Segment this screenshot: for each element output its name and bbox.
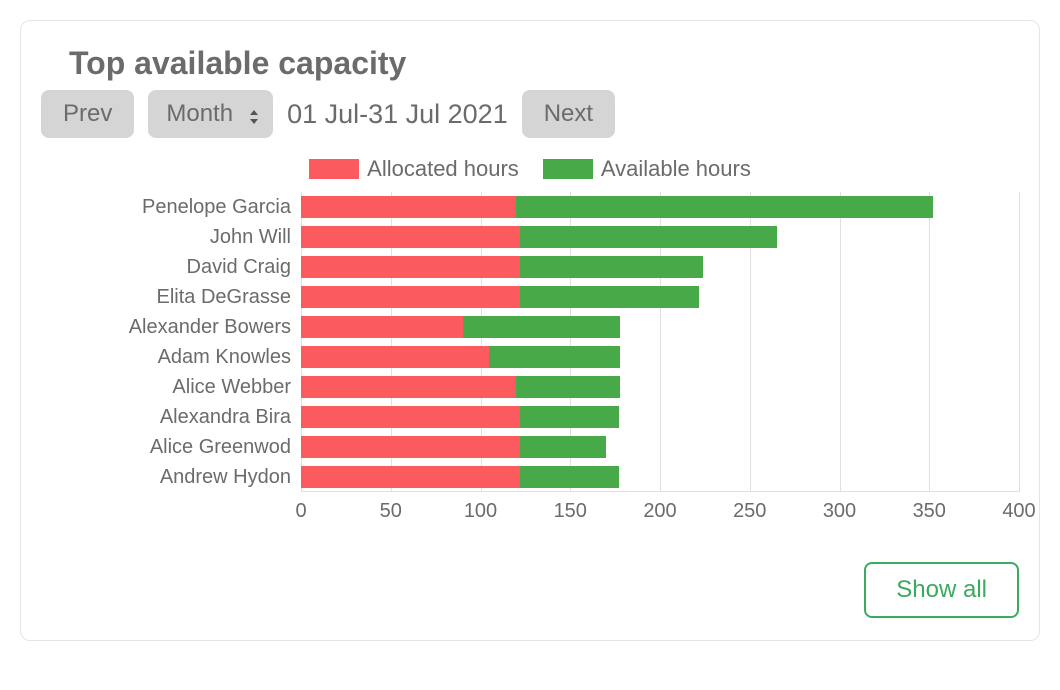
- bar-allocated: [301, 406, 520, 428]
- next-button[interactable]: Next: [522, 90, 615, 138]
- row-label: Andrew Hydon: [41, 462, 301, 492]
- bar-row: [301, 286, 1019, 308]
- y-axis-labels: Penelope GarciaJohn WillDavid CraigElita…: [41, 192, 301, 532]
- capacity-card: Top available capacity Prev Month 01 Jul…: [20, 20, 1040, 641]
- row-label: Adam Knowles: [41, 342, 301, 372]
- bar-row: [301, 406, 1019, 428]
- period-select[interactable]: Month: [148, 90, 273, 138]
- bar-available: [516, 376, 620, 398]
- bar-allocated: [301, 466, 520, 488]
- row-label: David Craig: [41, 252, 301, 282]
- legend-item-allocated: Allocated hours: [309, 156, 519, 182]
- x-tick: 350: [913, 500, 946, 523]
- row-label: Alice Webber: [41, 372, 301, 402]
- plot-area: 050100150200250300350400: [301, 192, 1019, 532]
- bar-allocated: [301, 316, 463, 338]
- row-label: Alexandra Bira: [41, 402, 301, 432]
- bar-available: [520, 286, 699, 308]
- bar-row: [301, 226, 1019, 248]
- bar-allocated: [301, 286, 520, 308]
- bar-available: [520, 466, 619, 488]
- show-all-button[interactable]: Show all: [864, 562, 1019, 618]
- bar-allocated: [301, 346, 489, 368]
- bars: [301, 192, 1019, 492]
- legend-label-allocated: Allocated hours: [367, 156, 519, 182]
- row-label: Elita DeGrasse: [41, 282, 301, 312]
- period-select-value: Month: [166, 100, 233, 128]
- bar-row: [301, 376, 1019, 398]
- bar-available: [520, 256, 703, 278]
- card-footer: Show all: [41, 562, 1019, 618]
- legend-label-available: Available hours: [601, 156, 751, 182]
- row-label: Alice Greenwod: [41, 432, 301, 462]
- x-tick: 0: [295, 500, 306, 523]
- bar-available: [463, 316, 621, 338]
- bar-row: [301, 316, 1019, 338]
- row-label: Alexander Bowers: [41, 312, 301, 342]
- bar-row: [301, 346, 1019, 368]
- legend-item-available: Available hours: [543, 156, 751, 182]
- x-axis: 050100150200250300350400: [301, 492, 1019, 532]
- x-tick: 100: [464, 500, 497, 523]
- bar-row: [301, 466, 1019, 488]
- bar-row: [301, 436, 1019, 458]
- bar-allocated: [301, 436, 520, 458]
- bar-allocated: [301, 226, 520, 248]
- bar-available: [520, 406, 619, 428]
- capacity-chart: Penelope GarciaJohn WillDavid CraigElita…: [41, 192, 1019, 532]
- x-tick: 200: [643, 500, 676, 523]
- bar-allocated: [301, 376, 516, 398]
- row-label: Penelope Garcia: [41, 192, 301, 222]
- x-tick: 400: [1002, 500, 1035, 523]
- chart-legend: Allocated hours Available hours: [41, 156, 1019, 182]
- bar-available: [520, 436, 606, 458]
- legend-swatch-allocated: [309, 159, 359, 179]
- x-tick: 150: [554, 500, 587, 523]
- row-label: John Will: [41, 222, 301, 252]
- period-controls: Prev Month 01 Jul-31 Jul 2021 Next: [41, 90, 1019, 138]
- prev-button[interactable]: Prev: [41, 90, 134, 138]
- chevron-updown-icon: [247, 105, 261, 123]
- bar-available: [516, 196, 932, 218]
- x-tick: 50: [380, 500, 402, 523]
- card-title: Top available capacity: [69, 45, 1019, 82]
- bar-row: [301, 196, 1019, 218]
- legend-swatch-available: [543, 159, 593, 179]
- bar-available: [520, 226, 777, 248]
- date-range: 01 Jul-31 Jul 2021: [287, 99, 508, 130]
- x-tick: 300: [823, 500, 856, 523]
- bar-allocated: [301, 256, 520, 278]
- x-tick: 250: [733, 500, 766, 523]
- bar-row: [301, 256, 1019, 278]
- gridline: [1019, 192, 1020, 492]
- bar-available: [489, 346, 620, 368]
- bar-allocated: [301, 196, 516, 218]
